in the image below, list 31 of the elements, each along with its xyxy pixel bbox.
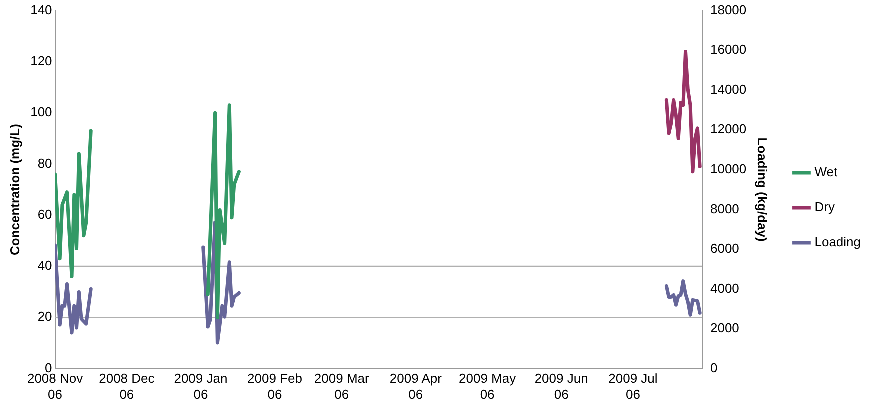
y2-tick-label: 10000 [710,161,747,176]
y-tick-label: 20 [38,309,52,324]
x-tick-label: 2009 Apr 06 [390,371,443,402]
x-tick-label: 2008 Dec 06 [99,371,156,402]
x-tick-label: 2009 Jun 06 [534,371,588,402]
y-tick-label: 80 [38,156,52,171]
y2-tick-label: 12000 [710,122,747,137]
x-tick-label: 2009 Jan 06 [174,371,228,402]
legend-label: Loading [814,234,862,250]
y-tick-label: 120 [30,54,52,69]
y-tick-label: 40 [38,258,52,274]
legend-label: Dry [814,200,836,215]
y-tick-label: 140 [30,2,52,18]
y2-tick-label: 4000 [710,280,740,296]
y-tick-label: 100 [30,104,52,120]
y2-tick-label: 8000 [710,201,740,216]
y2-tick-label: 0 [710,360,718,376]
y2-tick-label: 18000 [710,2,747,18]
x-tick-label: 2009 Jul 06 [608,371,658,402]
legend-label: Wet [814,164,838,180]
y2-axis-title: Loading (kg/day) [754,138,770,242]
y2-tick-label: 14000 [710,82,747,97]
x-tick-label: 2009 Feb 06 [248,371,302,402]
x-tick-label: 2009 Mar 06 [314,371,370,402]
y2-tick-label: 2000 [710,320,740,336]
y2-tick-label: 6000 [710,241,740,256]
x-tick-label: 2009 May 06 [459,371,517,402]
y-tick-label: 0 [45,360,52,376]
y-axis-title: Concentration (mg/L) [7,124,22,256]
y-tick-label: 60 [38,206,52,222]
y2-tick-label: 16000 [710,42,747,58]
